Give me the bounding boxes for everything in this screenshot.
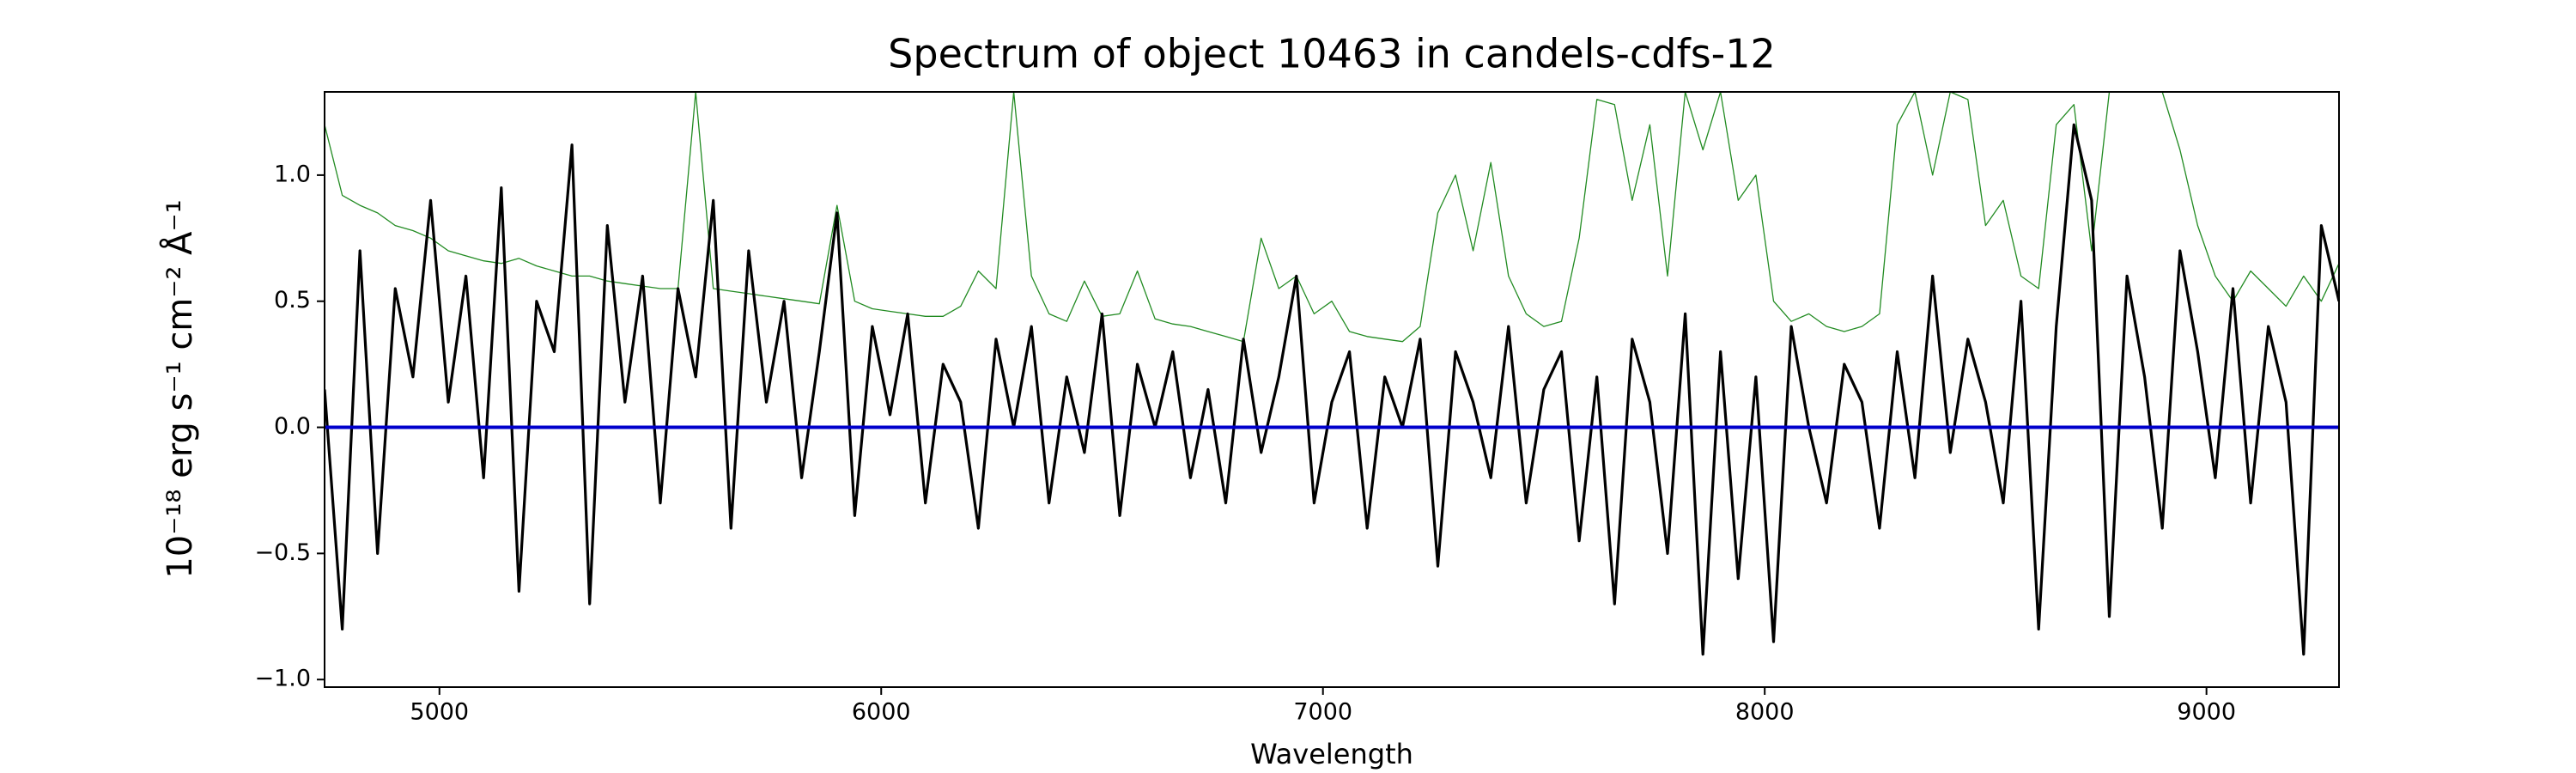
x-tick-label: 6000 [852, 699, 911, 726]
chart-title: Spectrum of object 10463 in candels-cdfs… [888, 31, 1776, 77]
x-tick-label: 5000 [410, 699, 469, 726]
spectrum-line [325, 92, 2339, 343]
spectrum-line [325, 123, 2339, 656]
plot-area [325, 92, 2339, 656]
y-tick-label: 1.0 [274, 161, 311, 187]
plot-frame [324, 91, 2340, 688]
x-tick-label: 7000 [1293, 699, 1352, 726]
x-tick-label: 9000 [2177, 699, 2236, 726]
y-axis-label: 10⁻¹⁸ erg s⁻¹ cm⁻² Å⁻¹ [159, 199, 200, 578]
y-tick-label: 0.0 [274, 413, 311, 440]
y-tick-label: 0.5 [274, 287, 311, 313]
x-axis-label: Wavelength [1250, 738, 1413, 770]
y-tick-label: −1.0 [254, 666, 311, 692]
x-tick-label: 8000 [1735, 699, 1795, 726]
y-tick-label: −0.5 [254, 539, 311, 566]
